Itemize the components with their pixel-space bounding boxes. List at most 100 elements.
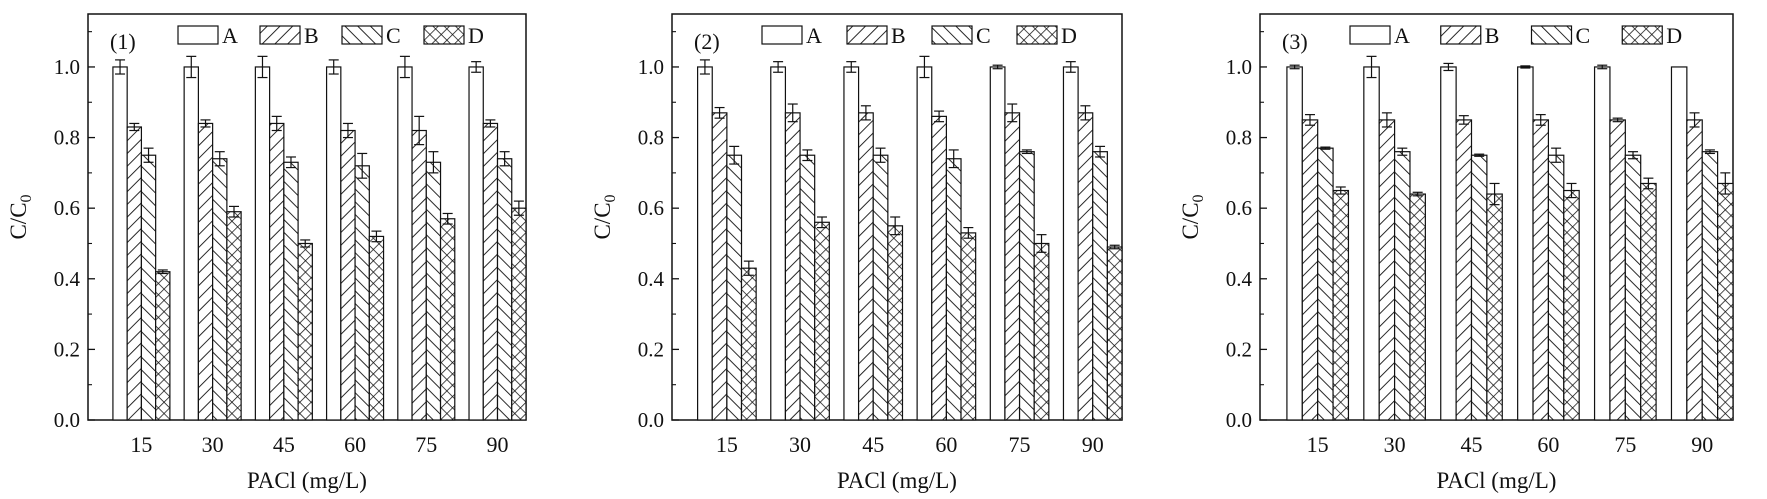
bar-B-75 — [411, 129, 427, 421]
y-axis-title: C/C0 — [6, 194, 35, 239]
bar-C-15 — [140, 154, 157, 421]
bar-D-30 — [226, 211, 242, 421]
bar-D-45 — [887, 225, 904, 421]
legend-swatch-D — [1016, 25, 1058, 45]
bar-A-75 — [1593, 66, 1611, 421]
y-tick-label: 0.6 — [638, 196, 664, 220]
panel-label: (2) — [694, 29, 720, 54]
bar-B-60 — [340, 129, 356, 421]
x-tick-label: 60 — [344, 432, 366, 457]
bar-C-45 — [1470, 154, 1488, 421]
legend-swatch-D — [1621, 25, 1663, 45]
bar-B-30 — [784, 112, 801, 421]
x-tick-label: 75 — [415, 432, 437, 457]
bar-B-45 — [269, 122, 285, 421]
legend-label-B: B — [304, 23, 319, 48]
y-tick-label: 0.0 — [54, 408, 80, 432]
y-axis-title-main: C/C — [6, 202, 31, 239]
legend-swatch-D — [423, 25, 465, 45]
y-tick-label: 0.6 — [1226, 196, 1252, 220]
legend-swatch-C — [931, 25, 973, 45]
bar-C-60 — [945, 158, 962, 421]
x-axis-title: PACl (mg/L) — [837, 468, 957, 493]
x-tick-label: 45 — [273, 432, 295, 457]
legend-label-D: D — [1061, 23, 1077, 48]
bar-D-30 — [1409, 193, 1426, 421]
bar-A-75 — [397, 66, 413, 421]
bar-A-60 — [325, 66, 342, 421]
bar-D-60 — [960, 232, 977, 421]
y-tick-label: 0.4 — [638, 267, 665, 291]
bar-C-45 — [283, 161, 299, 421]
legend-label-A: A — [222, 23, 238, 48]
legend-swatch-B — [1440, 25, 1482, 45]
y-axis-title-subscript: 0 — [18, 194, 35, 202]
y-tick-label: 0.4 — [54, 267, 81, 291]
legend-swatch-A — [761, 25, 803, 45]
bar-B-30 — [197, 122, 214, 421]
legend-label-C: C — [976, 23, 991, 48]
bar-D-90 — [511, 207, 527, 421]
legend-label-D: D — [1666, 23, 1682, 48]
legend-swatch-B — [846, 25, 888, 45]
x-tick-label: 90 — [487, 432, 509, 457]
bar-B-45 — [1455, 119, 1473, 421]
bar-D-15 — [740, 267, 757, 421]
x-tick-label: 60 — [935, 432, 957, 457]
y-axis-title-subscript: 0 — [602, 194, 619, 202]
bar-B-90 — [1077, 112, 1094, 421]
y-tick-label: 0.6 — [54, 196, 80, 220]
bar-A-15 — [697, 66, 713, 421]
x-axis-title: PACl (mg/L) — [1437, 468, 1557, 493]
legend-label-C: C — [1576, 23, 1591, 48]
legend-swatch-A — [1349, 25, 1391, 45]
bar-B-75 — [1609, 119, 1626, 421]
y-tick-label: 1.0 — [54, 55, 80, 79]
bar-C-60 — [1547, 154, 1565, 421]
bar-D-60 — [1563, 189, 1580, 421]
bar-B-75 — [1004, 112, 1021, 421]
y-tick-label: 1.0 — [1226, 55, 1252, 79]
bar-D-45 — [1486, 193, 1503, 421]
legend-label-B: B — [891, 23, 906, 48]
bar-C-30 — [212, 158, 228, 421]
legend-label-D: D — [468, 23, 484, 48]
bar-C-75 — [1018, 151, 1035, 421]
bar-C-15 — [1317, 147, 1334, 421]
bar-A-30 — [183, 66, 199, 421]
legend-swatch-B — [259, 25, 301, 45]
bar-A-15 — [112, 66, 128, 421]
y-tick-label: 0.8 — [1226, 126, 1252, 150]
bar-B-90 — [482, 122, 499, 421]
x-tick-label: 15 — [130, 432, 152, 457]
x-tick-label: 45 — [1461, 432, 1483, 457]
panel-label: (3) — [1282, 29, 1308, 54]
y-tick-label: 0.8 — [638, 126, 664, 150]
x-tick-label: 60 — [1537, 432, 1559, 457]
bar-D-90 — [1717, 182, 1734, 421]
bar-A-45 — [1440, 66, 1457, 421]
bar-A-90 — [1062, 66, 1079, 421]
y-tick-label: 0.0 — [638, 408, 664, 432]
legend-label-C: C — [386, 23, 401, 48]
bar-C-45 — [872, 154, 889, 421]
panel-label: (1) — [110, 29, 136, 54]
bar-B-60 — [931, 115, 947, 421]
bar-D-15 — [155, 271, 171, 421]
bar-B-15 — [711, 112, 728, 421]
bar-A-45 — [843, 66, 860, 421]
bar-A-45 — [254, 66, 271, 421]
x-tick-label: 30 — [789, 432, 811, 457]
y-axis-title-main: C/C — [590, 202, 615, 239]
y-tick-label: 0.2 — [54, 337, 80, 361]
bar-B-15 — [1301, 119, 1319, 421]
y-axis-title: C/C0 — [590, 194, 619, 239]
bar-C-15 — [726, 154, 743, 421]
legend-label-A: A — [806, 23, 822, 48]
bar-C-60 — [354, 165, 370, 421]
bar-C-30 — [1393, 151, 1411, 421]
x-tick-label: 75 — [1009, 432, 1031, 457]
y-tick-label: 0.0 — [1226, 408, 1252, 432]
legend-swatch-A — [177, 25, 219, 45]
